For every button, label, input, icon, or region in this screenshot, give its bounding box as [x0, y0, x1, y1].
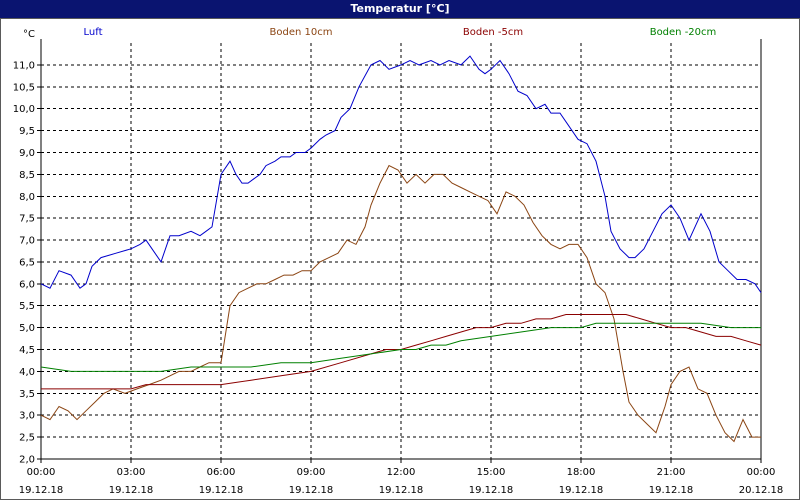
y-tick-label: 8,5 — [19, 170, 35, 181]
y-axis-ticks: 2,0 2,5 3,0 3,5 4,0 4,5 5,0 5,5 6,0 6,5 7,0 7,5 8,0 8… — [13, 60, 41, 466]
chart-title: Temperatur [°C] — [0, 0, 800, 18]
x-tick-time-label: 15:00 — [477, 467, 506, 478]
x-tick-date-label: 19.12.18 — [379, 485, 424, 496]
x-tick-date-label: 19.12.18 — [649, 485, 694, 496]
y-tick-label: 4,5 — [19, 345, 35, 356]
x-tick-date-label: 19.12.18 — [19, 485, 64, 496]
y-tick-label: 10,5 — [13, 82, 35, 93]
y-tick-label: 9,0 — [19, 148, 35, 159]
x-tick-date-label: 19.12.18 — [559, 485, 604, 496]
x-tick-time-label: 00:00 — [747, 467, 776, 478]
y-tick-label: 2,0 — [19, 455, 35, 466]
x-tick-date-label: 20.12.18 — [739, 485, 784, 496]
y-tick-label: 11,0 — [13, 60, 35, 71]
y-axis-label: °C — [23, 29, 35, 40]
y-tick-label: 9,5 — [19, 126, 35, 137]
y-tick-label: 6,0 — [19, 279, 35, 290]
legend: Luft Boden 10cm Boden -5cm Boden -20cm — [84, 27, 717, 38]
series-lines — [40, 55, 762, 443]
x-tick-time-label: 06:00 — [207, 467, 236, 478]
legend-label-luft: Luft — [84, 27, 103, 38]
legend-label-boden-10cm: Boden 10cm — [270, 27, 333, 38]
y-tick-label: 5,0 — [19, 323, 35, 334]
y-tick-label: 10,0 — [13, 104, 35, 115]
y-tick-label: 7,0 — [19, 236, 35, 247]
y-tick-label: 5,5 — [19, 301, 35, 312]
x-tick-time-label: 21:00 — [657, 467, 686, 478]
legend-label-boden-20cm: Boden -20cm — [650, 27, 717, 38]
x-tick-date-label: 19.12.18 — [109, 485, 154, 496]
y-tick-label: 3,5 — [19, 389, 35, 400]
x-tick-time-label: 03:00 — [117, 467, 146, 478]
series-line-boden-5cm — [41, 314, 762, 390]
chart-frame: 2,0 2,5 3,0 3,5 4,0 4,5 5,0 5,5 6,0 6,5 7,0 7,5 8,0 8… — [0, 18, 800, 500]
y-tick-label: 3,0 — [19, 411, 35, 422]
x-tick-time-label: 18:00 — [567, 467, 596, 478]
x-tick-time-label: 00:00 — [27, 467, 56, 478]
temperature-chart: 2,0 2,5 3,0 3,5 4,0 4,5 5,0 5,5 6,0 6,5 7,0 7,5 8,0 8… — [13, 27, 784, 496]
series-line-boden-10cm — [40, 164, 761, 443]
y-tick-label: 4,0 — [19, 367, 35, 378]
x-tick-date-label: 19.12.18 — [199, 485, 244, 496]
y-tick-label: 7,5 — [19, 214, 35, 225]
series-line-luft — [40, 55, 762, 293]
series-line-boden-20cm — [40, 322, 761, 372]
x-tick-date-label: 19.12.18 — [469, 485, 514, 496]
x-axis-ticks: 00:00 19.12.18 03:00 19.12.18 06:00 19.12.18 0… — [19, 459, 784, 496]
x-tick-time-label: 12:00 — [387, 467, 416, 478]
x-tick-date-label: 19.12.18 — [289, 485, 334, 496]
x-tick-time-label: 09:00 — [297, 467, 326, 478]
legend-label-boden-5cm: Boden -5cm — [463, 27, 523, 38]
y-tick-label: 6,5 — [19, 257, 35, 268]
grid-lines — [41, 43, 761, 459]
y-tick-label: 8,0 — [19, 192, 35, 203]
y-tick-label: 2,5 — [19, 433, 35, 444]
